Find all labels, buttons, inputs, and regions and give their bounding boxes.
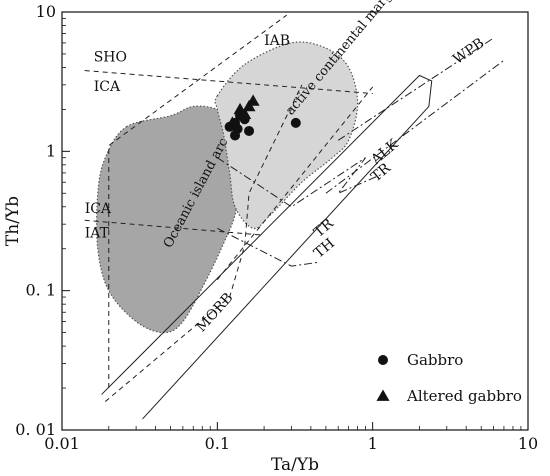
field-label-3: IAT <box>85 226 110 242</box>
y-tick-label-3: 10 <box>36 2 56 21</box>
boundary-line-9 <box>217 227 319 267</box>
legend-marker-circle <box>378 355 388 365</box>
x-tick-label-2: 1 <box>368 434 378 453</box>
legend-marker-triangle <box>376 389 390 401</box>
y-tick-label-1: 0. 1 <box>25 281 56 300</box>
x-tick-label-0: 0.01 <box>44 434 80 453</box>
legend: Gabbro Altered gabbro <box>376 351 522 405</box>
y-tick-label-0: 0. 01 <box>15 420 56 439</box>
field-region-0 <box>96 105 246 334</box>
legend-item-altered-gabbro: Altered gabbro <box>376 387 522 405</box>
field-label-2: ICA <box>85 201 112 217</box>
legend-item-gabbro: Gabbro <box>378 351 463 369</box>
boundary-line-0 <box>84 70 373 95</box>
boundary-line-5 <box>101 74 433 420</box>
points-layer <box>224 94 301 141</box>
field-region-1 <box>214 41 359 230</box>
x-axis-title: Ta/Yb <box>271 455 319 475</box>
point-1-2 <box>238 107 252 119</box>
field-label-5: WPB <box>450 35 487 68</box>
legend-label-gabbro: Gabbro <box>407 351 463 369</box>
y-axis-title: Th/Yb <box>3 196 23 246</box>
point-0-7 <box>290 117 301 128</box>
field-label-10: MORB <box>193 290 236 335</box>
boundary-line-8 <box>217 157 386 208</box>
y-tick-label-2: 1 <box>46 141 56 160</box>
plot-frame <box>61 11 529 431</box>
field-label-9: TH <box>311 236 338 262</box>
field-label-7: TR <box>368 160 394 185</box>
x-tick-label-1: 0.1 <box>205 434 230 453</box>
field-label-4: IAB <box>264 33 290 49</box>
point-0-6 <box>244 125 255 136</box>
ticks-layer: 0.01 0.1 1 10 0. 01 0. 1 1 10 <box>15 2 538 453</box>
point-1-4 <box>246 94 260 106</box>
boundary-line-6 <box>337 37 494 141</box>
field-label-8: TR <box>311 215 337 240</box>
boundary-line-3 <box>104 84 303 402</box>
x-tick-label-3: 10 <box>518 434 538 453</box>
lines-layer <box>84 14 505 420</box>
boundary-line-2 <box>108 14 288 389</box>
regions-layer <box>96 41 359 334</box>
field-label-1: ICA <box>94 79 121 95</box>
legend-label-altered-gabbro: Altered gabbro <box>406 387 522 405</box>
field-label-0: SHO <box>94 50 127 66</box>
point-1-0 <box>225 116 239 128</box>
boundary-line-1 <box>84 219 265 236</box>
